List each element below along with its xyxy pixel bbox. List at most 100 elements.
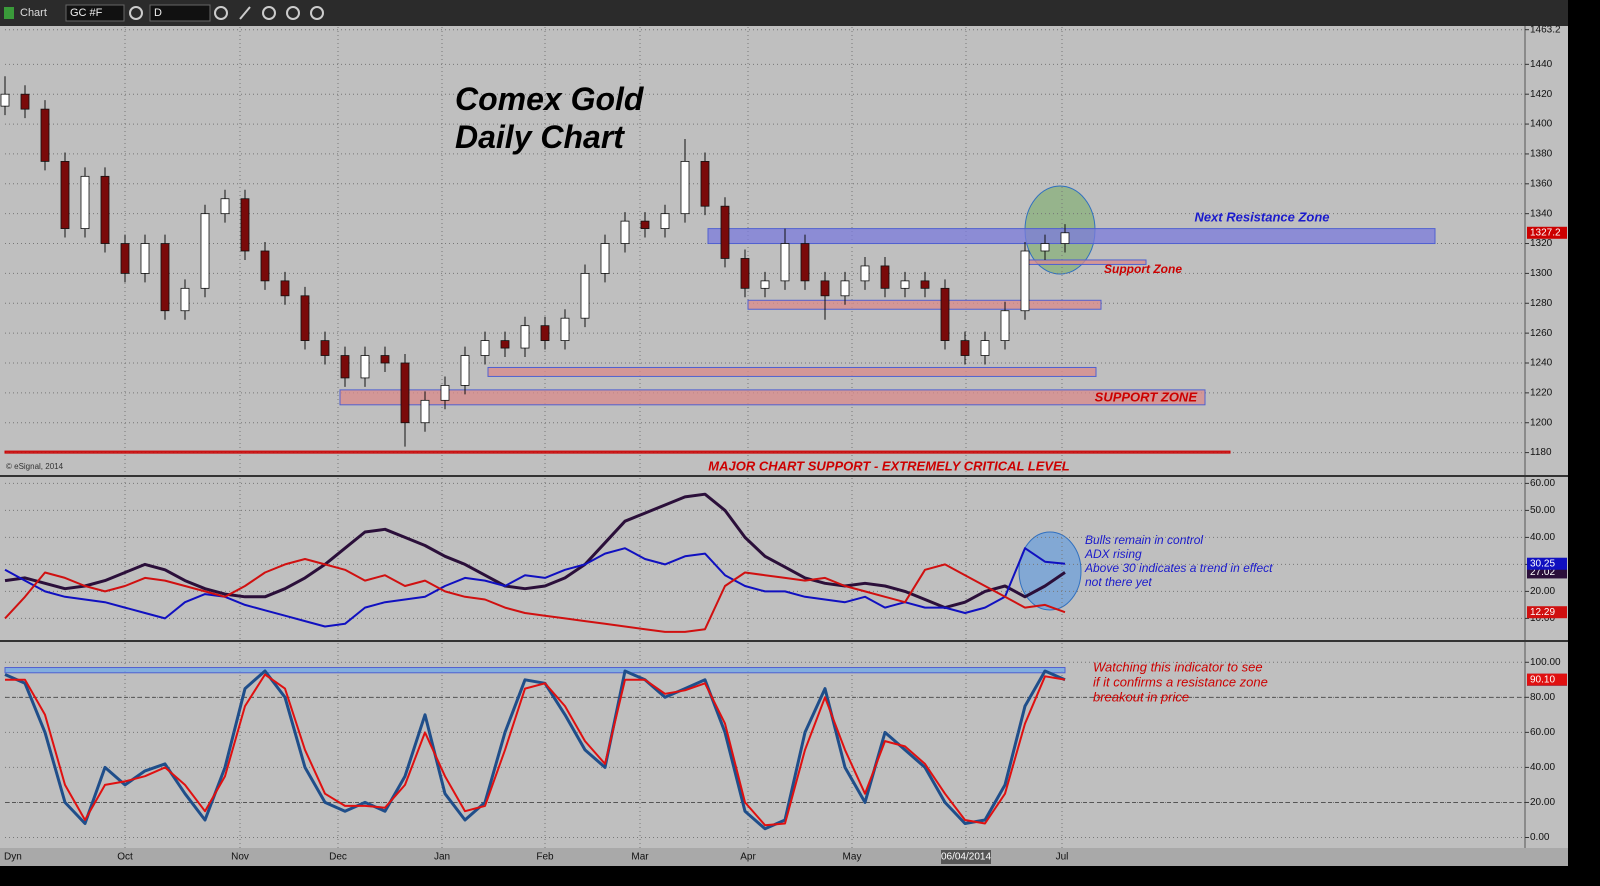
zone xyxy=(747,299,1102,310)
last-value: 27.02 xyxy=(1530,567,1555,578)
candle-body xyxy=(320,340,330,356)
y-tick-label: 40.00 xyxy=(1530,762,1555,773)
x-tick-label: Dec xyxy=(329,852,347,863)
annotation: Bulls remain in control xyxy=(1085,533,1203,547)
candle-body xyxy=(860,265,870,282)
candle-body xyxy=(60,160,70,229)
y-tick-label: 40.00 xyxy=(1530,532,1555,543)
symbol[interactable]: GC #F xyxy=(70,7,103,19)
candle-body xyxy=(480,340,490,356)
plot-bg xyxy=(0,26,1568,848)
candle-body xyxy=(160,243,170,312)
candle-body xyxy=(900,280,910,289)
candle-body xyxy=(40,108,50,162)
candle-body xyxy=(660,213,670,230)
source: © eSignal, 2014 xyxy=(6,462,64,471)
candle-body xyxy=(920,280,930,289)
candle-body xyxy=(760,280,770,289)
candle-body xyxy=(520,325,530,349)
candle-body xyxy=(1000,310,1010,342)
annotation: not there yet xyxy=(1085,575,1152,589)
y-tick-label: 20.00 xyxy=(1530,797,1555,808)
zone-label: SUPPORT ZONE xyxy=(1095,389,1198,404)
candle-body xyxy=(260,250,270,282)
candle-body xyxy=(20,93,30,110)
last-value: 1327.2 xyxy=(1530,227,1561,238)
cursor-date-box xyxy=(941,850,991,864)
candle-body xyxy=(0,93,10,107)
candle-body xyxy=(380,355,390,364)
zone-label: Support Zone xyxy=(1104,262,1182,276)
candle-body xyxy=(460,355,470,386)
refresh-icon[interactable] xyxy=(262,6,276,20)
y-tick-label: 1340 xyxy=(1530,208,1553,219)
series-line xyxy=(5,673,1066,827)
last-value: 90.10 xyxy=(1530,674,1555,685)
annotation: ADX rising xyxy=(1084,547,1142,561)
y-tick-label: 100.00 xyxy=(1530,657,1561,668)
y-tick-label: 1440 xyxy=(1530,59,1553,70)
interval-box[interactable] xyxy=(149,4,211,22)
plot-layer: Next Resistance Zone Support Zone SUPPORT … xyxy=(0,27,1525,848)
candle-body xyxy=(840,280,850,297)
x-tick-label: Jan xyxy=(434,852,450,863)
candle-body xyxy=(880,265,890,289)
x-tick-label: Oct xyxy=(117,852,133,863)
candle-body xyxy=(600,243,610,274)
y-tick-label: 1220 xyxy=(1530,388,1553,399)
candle-body xyxy=(980,340,990,356)
candle-body xyxy=(80,175,90,229)
toolbar xyxy=(0,0,1568,26)
annotation: if it confirms a resistance zone xyxy=(1093,674,1268,689)
candle-body xyxy=(120,243,130,274)
y-tick-label: 80.00 xyxy=(1530,692,1555,703)
series-line xyxy=(4,669,1066,831)
zone xyxy=(339,389,1206,406)
annotation: breakout in price xyxy=(1093,689,1189,704)
x-axis-strip xyxy=(0,848,1568,866)
candle-body xyxy=(620,220,630,244)
candle-body xyxy=(340,355,350,379)
interval[interactable]: D xyxy=(154,7,162,19)
candle-body xyxy=(280,280,290,297)
play-icon[interactable] xyxy=(286,6,300,20)
y-tick-label: 1320 xyxy=(1530,238,1553,249)
x-tick-label: Mar xyxy=(631,852,649,863)
mode-label: Dyn xyxy=(4,852,22,863)
last-value-tag xyxy=(1527,226,1567,239)
series-line xyxy=(4,547,1066,628)
symbol-box[interactable] xyxy=(65,4,125,22)
y-tick-label: 1400 xyxy=(1530,119,1553,130)
zone-label: MAJOR CHART SUPPORT - EXTREMELY CRITICAL… xyxy=(708,458,1069,473)
candle-body xyxy=(220,198,230,215)
candle-body xyxy=(500,340,510,349)
candle-body xyxy=(780,243,790,282)
candle-body xyxy=(540,325,550,341)
series-line xyxy=(4,492,1066,610)
y-tick-label: 1260 xyxy=(1530,328,1553,339)
clock-icon[interactable] xyxy=(214,6,228,20)
app-icon xyxy=(4,7,14,19)
candle-body xyxy=(720,205,730,259)
zoom-icon[interactable] xyxy=(310,6,324,20)
y-tick-label: 1300 xyxy=(1530,268,1553,279)
y-tick-label: 0.00 xyxy=(1530,832,1550,843)
zone xyxy=(487,366,1097,377)
zone-label: Next Resistance Zone xyxy=(1194,209,1329,224)
pen-icon[interactable] xyxy=(239,6,251,20)
zone xyxy=(707,228,1436,245)
series-line xyxy=(4,558,1066,633)
candle-body xyxy=(800,243,810,282)
candle-body xyxy=(640,220,650,229)
last-value-tag xyxy=(1527,557,1567,570)
x-tick-label: Feb xyxy=(536,852,554,863)
y-tick-label: 60.00 xyxy=(1530,478,1555,489)
candle-body xyxy=(180,287,190,312)
candle-body xyxy=(400,362,410,424)
settings-icon[interactable] xyxy=(129,6,143,20)
candle-body xyxy=(820,280,830,297)
highlight-circle xyxy=(1018,531,1082,611)
y-tick-label: 60.00 xyxy=(1530,727,1555,738)
chart-title: Comex Gold Daily Chart xyxy=(455,81,644,155)
